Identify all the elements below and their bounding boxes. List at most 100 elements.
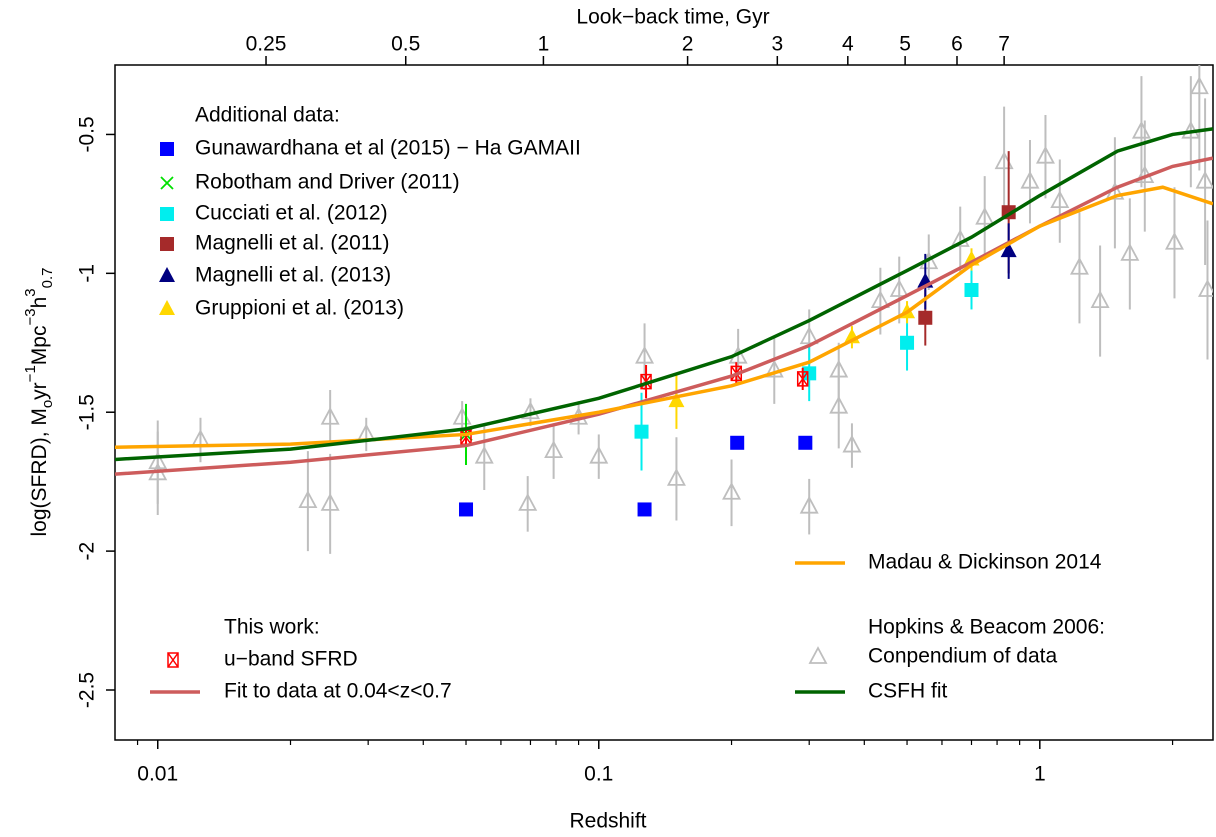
data-point-part: [635, 345, 655, 364]
x2-tick-label: 5: [899, 33, 911, 56]
legend-label: Gruppioni et al. (2013): [195, 297, 404, 320]
data-point-part: [730, 435, 745, 450]
data-point-part: [1035, 145, 1055, 164]
legend-swatch: [159, 267, 175, 282]
x-axis-label: Redshift: [569, 810, 646, 833]
data-point: [1164, 231, 1184, 250]
x2-tick-label: 0.25: [246, 33, 287, 56]
legend-swatch: [159, 300, 175, 315]
data-point: [799, 326, 819, 345]
legend-label: Fit to data at 0.04<z<0.7: [224, 680, 452, 703]
data-point-part: [320, 492, 340, 511]
data-point-part: [634, 424, 649, 439]
legend-label: u−band SFRD: [224, 648, 358, 671]
y-axis-label-part: 0.7: [39, 268, 56, 289]
legend-swatch-part: [160, 207, 174, 221]
data-point-part: [870, 290, 890, 309]
data-point: [635, 345, 655, 364]
data-point: [950, 229, 970, 247]
data-point: [634, 424, 649, 439]
data-point-part: [298, 490, 318, 509]
legend-title: Hopkins & Beacom 2006:: [868, 616, 1105, 639]
data-point: [666, 467, 686, 486]
data-point-part: [799, 326, 819, 345]
data-point: [459, 502, 474, 517]
data-point: [1035, 145, 1055, 164]
data-point: [870, 290, 890, 309]
data-point-part: [722, 481, 742, 500]
legend-label: Cucciati et al. (2012): [195, 202, 388, 225]
data-point-part: [1090, 290, 1110, 309]
legend-label: Conpendium of data: [868, 645, 1057, 668]
y-axis-label-part: 3: [22, 288, 39, 296]
data-point: [1000, 242, 1017, 258]
data-point-part: [950, 229, 970, 247]
plot-frame: [114, 64, 1214, 741]
fit-line: [115, 127, 1213, 462]
data-point: [799, 495, 819, 514]
x2-tick-label: 4: [842, 33, 854, 56]
legend-swatch: [160, 237, 174, 251]
y-axis-label-part: log(SFRD), M: [28, 408, 51, 536]
y-axis-label-part: Mpc: [28, 326, 51, 366]
data-point: [518, 492, 538, 511]
y-axis-label-part: h: [28, 297, 51, 309]
data-point: [1120, 242, 1140, 261]
data-point: [298, 490, 318, 509]
x-tick-label: 0.01: [137, 763, 178, 786]
data-point: [918, 310, 933, 325]
data-point: [829, 395, 849, 414]
x2-tick-label: 1: [538, 33, 550, 56]
y-axis-label: log(SFRD), Moyr−1Mpc−3h30.7: [22, 268, 56, 537]
data-point-part: [1195, 170, 1213, 189]
data-point: [802, 366, 817, 381]
data-point-part: [520, 401, 540, 420]
data-point: [730, 435, 745, 450]
data-point-part: [320, 406, 340, 425]
data-point-part: [802, 366, 817, 381]
data-point-part: [975, 206, 995, 225]
x-tick-label: 1: [1034, 763, 1046, 786]
legend-swatch-part: [159, 267, 175, 282]
legend-label: Gunawardhana et al (2015) − Ha GAMAII: [195, 137, 581, 160]
y-axis-label-part: −1: [22, 365, 39, 382]
legend-swatch: [160, 142, 174, 156]
data-point-part: [798, 435, 813, 450]
legend-swatch: [160, 176, 174, 190]
data-point-part: [1000, 242, 1017, 258]
data-point-part: [1050, 190, 1070, 209]
data-point: [722, 481, 742, 500]
data-point: [544, 440, 564, 459]
legend-swatch-part: [160, 142, 174, 156]
data-point: [589, 445, 609, 464]
x2-axis-label: Look−back time, Gyr: [576, 6, 769, 29]
legend-swatch-part: [159, 300, 175, 315]
x2-tick-label: 0.5: [391, 33, 420, 56]
x2-tick-label: 7: [998, 33, 1010, 56]
legend-title: This work:: [224, 616, 320, 639]
data-point-part: [796, 371, 809, 387]
y-tick-label: -2.5: [76, 672, 99, 708]
legend-swatch-part: [167, 652, 179, 668]
legend-title: Additional data:: [195, 104, 340, 127]
data-point: [796, 371, 809, 387]
data-point-part: [666, 467, 686, 486]
plot-area: [115, 65, 1213, 554]
data-point: [1197, 279, 1213, 297]
legend-label: Magnelli et al. (2013): [195, 264, 391, 287]
data-point: [889, 279, 909, 297]
x2-tick-label: 6: [951, 33, 963, 56]
data-point-part: [544, 440, 564, 459]
data-point-part: [1020, 170, 1040, 189]
legend-swatch: [160, 207, 174, 221]
y-tick-label: -0.5: [76, 116, 99, 152]
legend-label: Robotham and Driver (2011): [195, 171, 460, 194]
data-point: [320, 492, 340, 511]
legend-swatch: [808, 646, 828, 664]
x-tick-label: 0.1: [584, 763, 613, 786]
data-point: [964, 283, 979, 297]
data-point-part: [589, 445, 609, 464]
y-axis-label-part: yr: [28, 382, 51, 400]
data-point-part: [1189, 76, 1209, 95]
data-point-part: [842, 434, 862, 453]
